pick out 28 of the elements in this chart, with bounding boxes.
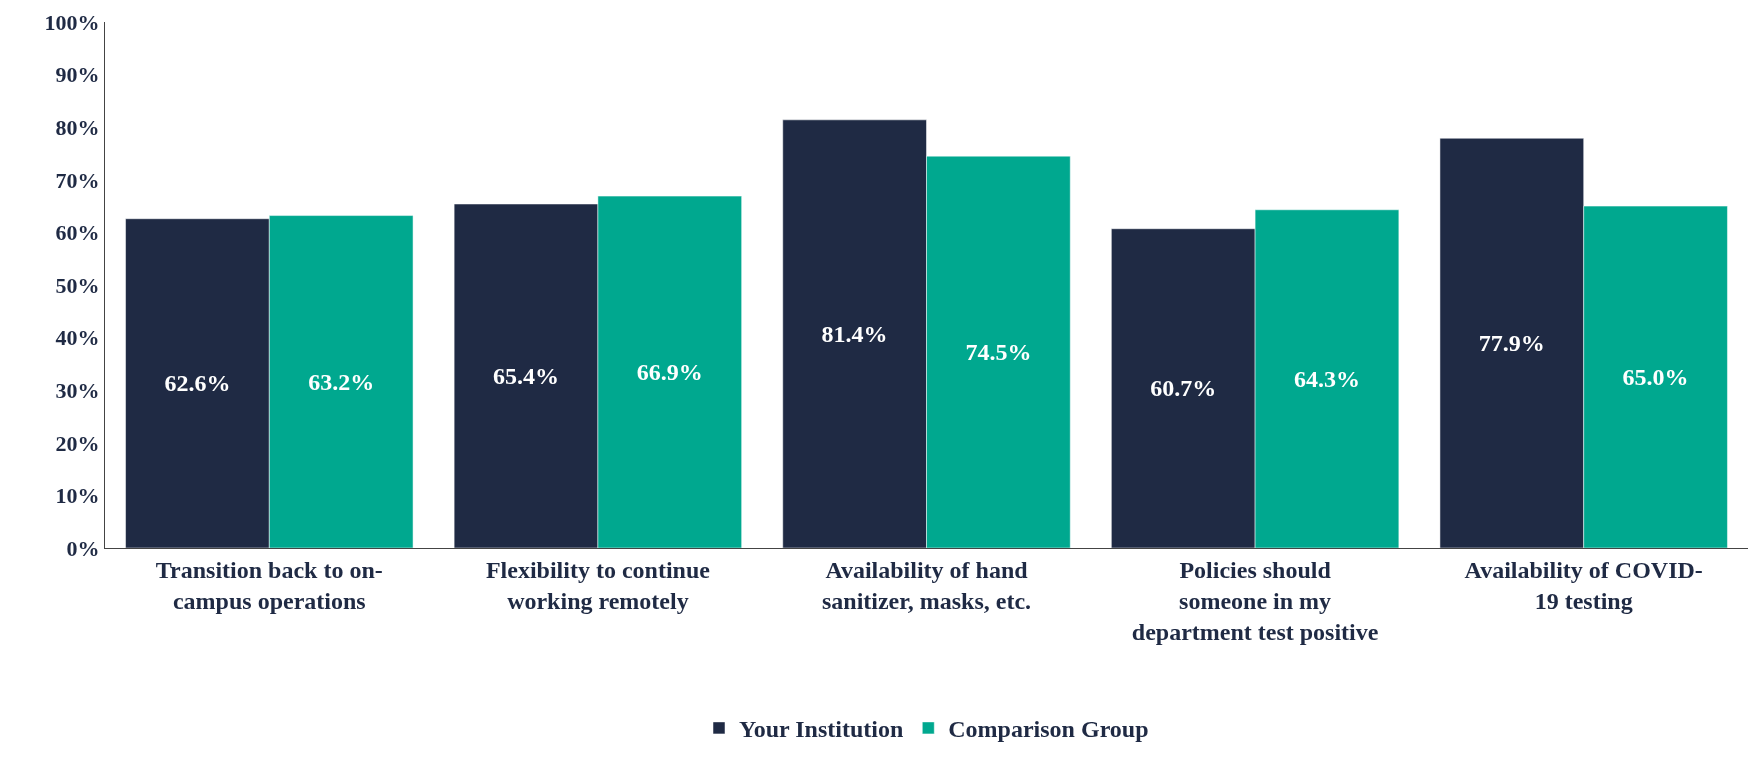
y-tick-label: 40% (55, 325, 100, 351)
legend-label: Comparison Group (948, 716, 1149, 743)
y-tick-label: 60% (55, 220, 100, 246)
data-label: 60.7% (1150, 375, 1217, 402)
x-tick-label: Availability of COVID- 19 testing (1464, 556, 1703, 614)
data-label: 65.0% (1622, 364, 1689, 391)
y-tick-label: 80% (55, 114, 100, 140)
y-tick-label: 0% (66, 535, 100, 561)
y-tick-label: 20% (55, 430, 100, 456)
data-label: 63.2% (308, 368, 375, 395)
x-tick-label: Transition back to on- campus operations (155, 556, 383, 614)
data-label: 65.4% (493, 363, 560, 389)
data-label: 74.5% (965, 339, 1032, 366)
y-tick-label: 70% (55, 167, 100, 193)
data-label: 64.3% (1293, 365, 1360, 392)
data-label: 81.4% (821, 320, 888, 347)
data-label: 66.9% (636, 359, 703, 386)
legend-label: Your Institution (739, 716, 904, 743)
y-tick-label: 10% (55, 483, 100, 509)
data-label: 77.9% (1478, 330, 1545, 357)
y-tick-label: 50% (55, 272, 100, 298)
x-tick-label: Flexibility to continue working remotely (485, 556, 711, 614)
x-tick-label: Availability of hand sanitizer, masks, etc. (821, 556, 1032, 614)
x-tick-label: Policies should someone in my department test positive (1131, 556, 1379, 646)
data-label: 62.6% (164, 370, 231, 397)
y-tick-label: 30% (55, 377, 100, 403)
y-tick-label: 100% (44, 9, 100, 35)
y-tick-label: 90% (55, 62, 100, 88)
